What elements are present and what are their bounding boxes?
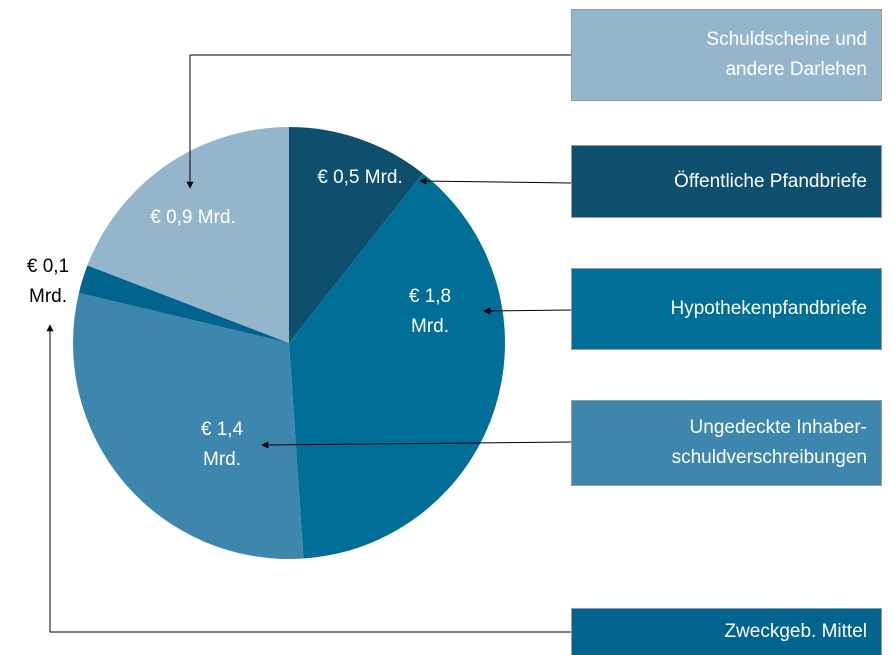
legend-item: Ungedeckte Inhaber- schuldverschreibunge… xyxy=(571,400,882,486)
leader-line xyxy=(186,54,571,189)
pie-slice xyxy=(289,173,505,559)
pie-slice xyxy=(87,127,290,343)
leader-line xyxy=(46,324,571,633)
pie-slice xyxy=(78,265,290,343)
leader-line xyxy=(419,177,572,185)
legend-item: Öffentliche Pfandbriefe xyxy=(571,145,882,218)
data-label: € 0,9 Mrd. xyxy=(150,207,236,228)
leader-line xyxy=(483,307,572,315)
data-label: € 0,1 Mrd. xyxy=(26,256,70,307)
legend-item: Zweckgeb. Mittel xyxy=(571,608,882,655)
pie-slice xyxy=(73,292,304,559)
pie-slice xyxy=(289,127,423,343)
data-label: € 0,5 Mrd. xyxy=(317,167,403,188)
legend-item: Hypothekenpfandbriefe xyxy=(571,268,882,350)
data-label: € 1,8 Mrd. xyxy=(408,286,452,337)
data-label: € 1,4 Mrd. xyxy=(200,419,244,470)
legend-item: Schuldscheine und andere Darlehen xyxy=(571,9,882,101)
leader-line xyxy=(261,441,572,449)
